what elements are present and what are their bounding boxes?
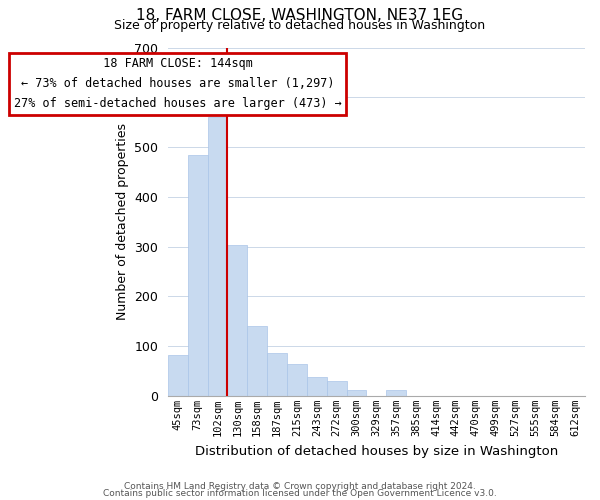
Bar — [247, 326, 267, 396]
Text: Contains HM Land Registry data © Crown copyright and database right 2024.: Contains HM Land Registry data © Crown c… — [124, 482, 476, 491]
Bar — [307, 378, 327, 396]
Text: 18, FARM CLOSE, WASHINGTON, NE37 1EG: 18, FARM CLOSE, WASHINGTON, NE37 1EG — [136, 8, 464, 22]
Bar — [267, 352, 287, 396]
Bar — [208, 117, 227, 396]
Bar — [347, 390, 367, 396]
Text: 18 FARM CLOSE: 144sqm  
← 73% of detached houses are smaller (1,297)
27% of semi: 18 FARM CLOSE: 144sqm ← 73% of detached … — [14, 58, 341, 110]
X-axis label: Distribution of detached houses by size in Washington: Distribution of detached houses by size … — [195, 444, 558, 458]
Bar — [287, 364, 307, 396]
Bar — [227, 245, 247, 396]
Text: Size of property relative to detached houses in Washington: Size of property relative to detached ho… — [115, 19, 485, 32]
Y-axis label: Number of detached properties: Number of detached properties — [116, 123, 128, 320]
Bar — [327, 381, 347, 396]
Text: Contains public sector information licensed under the Open Government Licence v3: Contains public sector information licen… — [103, 490, 497, 498]
Bar — [188, 155, 208, 396]
Bar — [386, 390, 406, 396]
Bar — [168, 355, 188, 396]
